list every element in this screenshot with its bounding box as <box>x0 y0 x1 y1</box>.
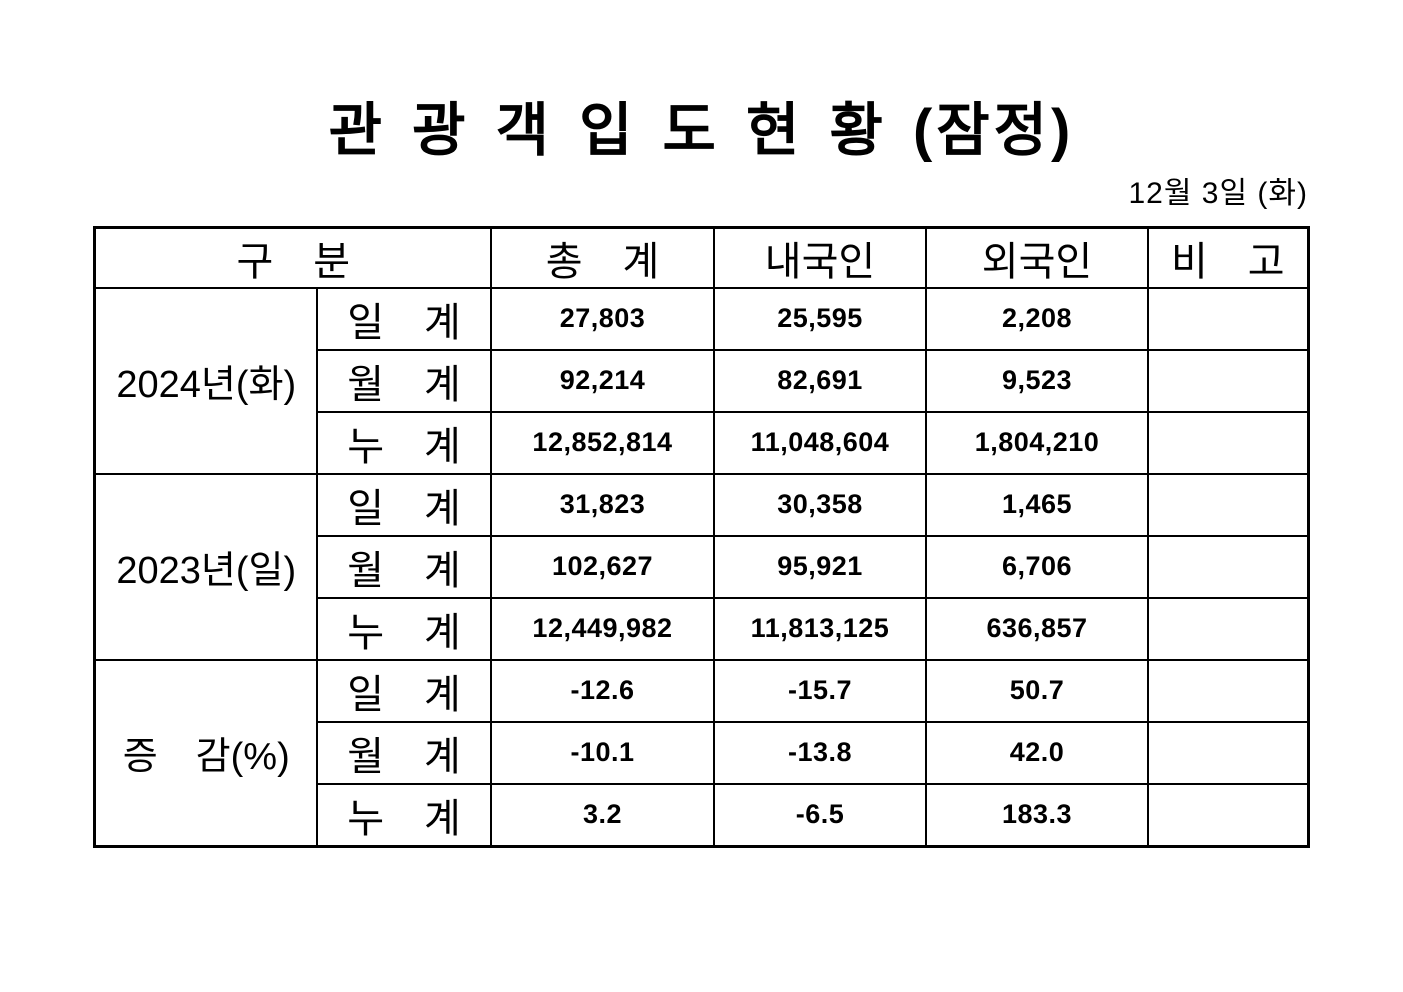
table-row: 월 계 102,627 95,921 6,706 <box>95 534 1309 599</box>
cell-domestic: 82,691 <box>713 348 927 413</box>
cell-foreign: 183.3 <box>925 782 1149 848</box>
row-label-daily: 일 계 <box>315 658 493 723</box>
cell-remarks <box>1147 782 1309 848</box>
cell-remarks <box>1147 286 1309 351</box>
cell-foreign: 2,208 <box>925 286 1149 351</box>
table-row: 누 계 12,852,814 11,048,604 1,804,210 <box>95 410 1309 475</box>
cell-foreign: 6,706 <box>925 534 1149 599</box>
cell-domestic: 95,921 <box>713 534 927 599</box>
cell-domestic: -15.7 <box>713 658 927 723</box>
header-foreign: 외국인 <box>925 226 1149 289</box>
cell-total: 102,627 <box>490 534 715 599</box>
table-row: 월 계 92,214 82,691 9,523 <box>95 348 1309 413</box>
cell-domestic: -6.5 <box>713 782 927 848</box>
table-row: 누 계 3.2 -6.5 183.3 <box>95 782 1309 848</box>
row-label-monthly: 월 계 <box>315 534 493 599</box>
cell-foreign: 636,857 <box>925 596 1149 661</box>
header-domestic: 내국인 <box>713 226 927 289</box>
cell-foreign: 50.7 <box>925 658 1149 723</box>
table-header-row: 구 분 총 계 내국인 외국인 비 고 <box>93 226 1309 289</box>
rowgroup-2023-label: 2023년(일) <box>93 472 318 661</box>
row-label-monthly: 월 계 <box>315 720 493 785</box>
cell-total: 12,449,982 <box>490 596 715 661</box>
row-label-monthly: 월 계 <box>315 348 493 413</box>
cell-remarks <box>1147 658 1309 723</box>
row-label-daily: 일 계 <box>315 286 493 351</box>
cell-remarks <box>1147 410 1309 475</box>
cell-remarks <box>1147 348 1309 413</box>
row-label-daily: 일 계 <box>315 472 493 537</box>
cell-domestic: 30,358 <box>713 472 927 537</box>
table-row: 누 계 12,449,982 11,813,125 636,857 <box>95 596 1309 661</box>
cell-foreign: 9,523 <box>925 348 1149 413</box>
report-date: 12월 3일 (화) <box>1128 176 1308 210</box>
cell-remarks <box>1147 720 1309 785</box>
cell-foreign: 42.0 <box>925 720 1149 785</box>
header-category: 구 분 <box>93 226 493 289</box>
cell-domestic: 11,813,125 <box>713 596 927 661</box>
row-label-cumulative: 누 계 <box>315 782 493 848</box>
cell-total: 12,852,814 <box>490 410 715 475</box>
cell-total: 31,823 <box>490 472 715 537</box>
table-row: 2024년(화) 일 계 27,803 25,595 2,208 <box>93 286 1309 475</box>
cell-total: 27,803 <box>490 286 715 351</box>
header-total: 총 계 <box>490 226 715 289</box>
table-row: 월 계 -10.1 -13.8 42.0 <box>95 720 1309 785</box>
cell-total: 3.2 <box>490 782 715 848</box>
row-label-cumulative: 누 계 <box>315 596 493 661</box>
cell-total: -10.1 <box>490 720 715 785</box>
rowgroup-2024-label: 2024년(화) <box>93 286 318 475</box>
cell-domestic: -13.8 <box>713 720 927 785</box>
cell-domestic: 11,048,604 <box>713 410 927 475</box>
document-title: 관 광 객 입 도 현 황 (잠정) <box>328 98 1075 163</box>
cell-domestic: 25,595 <box>713 286 927 351</box>
cell-foreign: 1,465 <box>925 472 1149 537</box>
cell-remarks <box>1147 472 1309 537</box>
cell-foreign: 1,804,210 <box>925 410 1149 475</box>
cell-total: 92,214 <box>490 348 715 413</box>
rowgroup-change-label: 증 감(%) <box>93 658 318 848</box>
table-row: 증 감(%) 일 계 -12.6 -15.7 50.7 <box>93 658 1309 848</box>
row-label-cumulative: 누 계 <box>315 410 493 475</box>
tourist-arrival-table: 구 분 총 계 내국인 외국인 비 고 2024년(화) 일 계 27,803 … <box>93 225 1310 848</box>
table-row: 2023년(일) 일 계 31,823 30,358 1,465 <box>93 472 1309 661</box>
cell-total: -12.6 <box>490 658 715 723</box>
cell-remarks <box>1147 596 1309 661</box>
cell-remarks <box>1147 534 1309 599</box>
header-remarks: 비 고 <box>1147 226 1309 289</box>
